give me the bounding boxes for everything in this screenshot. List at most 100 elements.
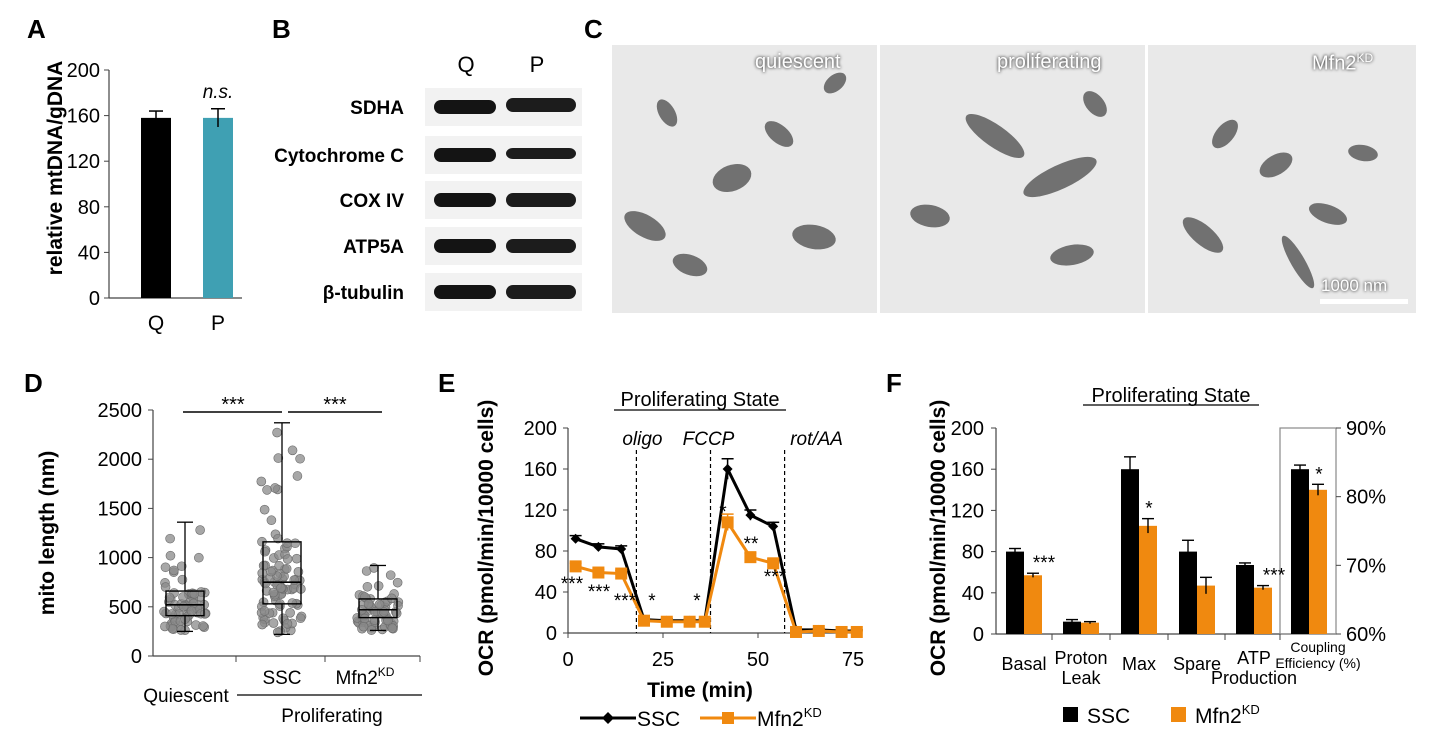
d-ytick-label: 2500 (98, 400, 143, 422)
panel-letter-f: F (886, 368, 902, 398)
d-data-point (363, 599, 374, 609)
d-data-point (257, 568, 268, 578)
d-xlabel-ssc: SSC (262, 668, 301, 689)
panel-e-chart: Proliferating State OCR (pmol/min/10000 … (475, 389, 864, 731)
d-data-point (260, 546, 270, 557)
e-significance: *** (764, 567, 787, 588)
mitochondrion (1207, 115, 1243, 153)
em-image-mfn2kd: Mfn2KD 1000 nm (1148, 45, 1416, 313)
f-xtick-label: Spare (1173, 654, 1221, 674)
d-data-point (268, 618, 279, 628)
d-data-point (387, 623, 398, 633)
a-ytick-label: 120 (67, 151, 100, 173)
panel-d-sig-2: *** (323, 394, 347, 416)
panel-letter-b: B (272, 14, 291, 44)
e-ytick-label: 40 (535, 582, 557, 604)
d-data-point (200, 608, 210, 619)
panel-d-sig-1: *** (221, 394, 245, 416)
d-data-point (369, 563, 379, 573)
d-data-point (385, 570, 396, 580)
panel-a-ylabel: relative mtDNA/gDNA (44, 61, 67, 276)
panel-d-ylabel: mito length (nm) (36, 451, 59, 615)
em-label-proliferating: proliferating (997, 51, 1102, 73)
mitochondrion (619, 204, 671, 248)
f-y2tick-label: 90% (1346, 418, 1386, 440)
f-y2tick-label: 70% (1346, 555, 1386, 577)
e-marker-mfn2kd (592, 566, 605, 579)
d-data-point (257, 619, 268, 630)
blot-protein-label: SDHA (350, 98, 404, 119)
blot-band-q (434, 100, 496, 114)
em-label-quiescent: quiescent (755, 51, 841, 73)
blot-band-q (434, 193, 496, 207)
d-data-point (295, 613, 306, 624)
e-significance: *** (561, 574, 584, 595)
a-bar (203, 117, 233, 298)
mitochondrion (908, 201, 952, 231)
d-xlabel-mfn2kd: Mfn2KD (336, 665, 395, 689)
e-injection-label: FCCP (683, 429, 735, 450)
d-data-point (160, 562, 171, 573)
mitochondrion (960, 106, 1030, 166)
d-data-point (194, 552, 204, 563)
panel-e-legend: SSC Mfn2KD (580, 705, 822, 731)
f-bar (1291, 469, 1309, 634)
a-ytick-label: 160 (67, 106, 100, 128)
d-data-point (164, 592, 175, 603)
blot-band-p (506, 148, 576, 159)
e-marker-mfn2kd (615, 567, 628, 580)
d-data-point (198, 621, 208, 631)
a-ytick-label: 0 (89, 288, 100, 310)
f-ytick-label: 0 (973, 624, 984, 646)
panel-d-group-label: Proliferating (281, 706, 382, 727)
mitochondrion (1346, 142, 1380, 164)
d-data-point (373, 581, 384, 591)
f-bar (1081, 622, 1099, 634)
f-significance: * (1145, 499, 1153, 520)
blot-band-p (506, 239, 576, 253)
e-marker-mfn2kd (698, 615, 711, 628)
f-significance: *** (1033, 553, 1056, 574)
d-data-point (362, 581, 373, 592)
d-data-point (282, 538, 292, 548)
blot-band-q (434, 239, 496, 253)
legend-ssc-label: SSC (637, 708, 680, 731)
blot-lane-p: P (530, 52, 545, 77)
d-data-point (272, 427, 282, 438)
e-marker-ssc (768, 521, 779, 532)
f-xtick-label: Max (1122, 654, 1156, 674)
mitochondrion (652, 96, 682, 130)
blot-band-q (434, 285, 496, 299)
d-data-point (359, 613, 370, 624)
d-data-point (167, 609, 177, 619)
e-injection-label: rot/AA (790, 429, 843, 450)
mitochondrion (1048, 241, 1096, 269)
d-ytick-label: 500 (109, 597, 142, 619)
e-xtick-label: 75 (842, 649, 864, 671)
blot-protein-label: β-tubulin (323, 283, 404, 304)
d-data-point (262, 485, 272, 495)
f-xtick-label: Basal (1001, 654, 1046, 674)
e-marker-ssc (593, 541, 604, 552)
d-data-point (282, 554, 293, 564)
em-image-proliferating: proliferating (880, 45, 1145, 313)
mitochondrion (669, 249, 711, 281)
f-bar (1197, 585, 1215, 634)
e-marker-mfn2kd (767, 557, 780, 570)
e-marker-ssc (616, 543, 627, 554)
f-y2tick-label: 80% (1346, 487, 1386, 509)
d-data-point (165, 533, 175, 544)
panel-a-chart: relative mtDNA/gDNA 0 40 80 120 160 200 Q P n.… (44, 60, 242, 335)
f-ytick-label: 200 (951, 418, 984, 440)
d-data-point (160, 621, 170, 632)
em-image-quiescent: quiescent (612, 45, 877, 313)
panel-f-title: Proliferating State (1092, 385, 1251, 407)
f-bar (1179, 551, 1197, 634)
d-ytick-label: 1500 (98, 498, 143, 520)
f-bar (1139, 525, 1157, 634)
mitochondrion (760, 116, 798, 152)
d-data-point (268, 587, 279, 598)
f-xtick-label: Production (1211, 668, 1297, 688)
mitochondrion (1018, 149, 1102, 205)
